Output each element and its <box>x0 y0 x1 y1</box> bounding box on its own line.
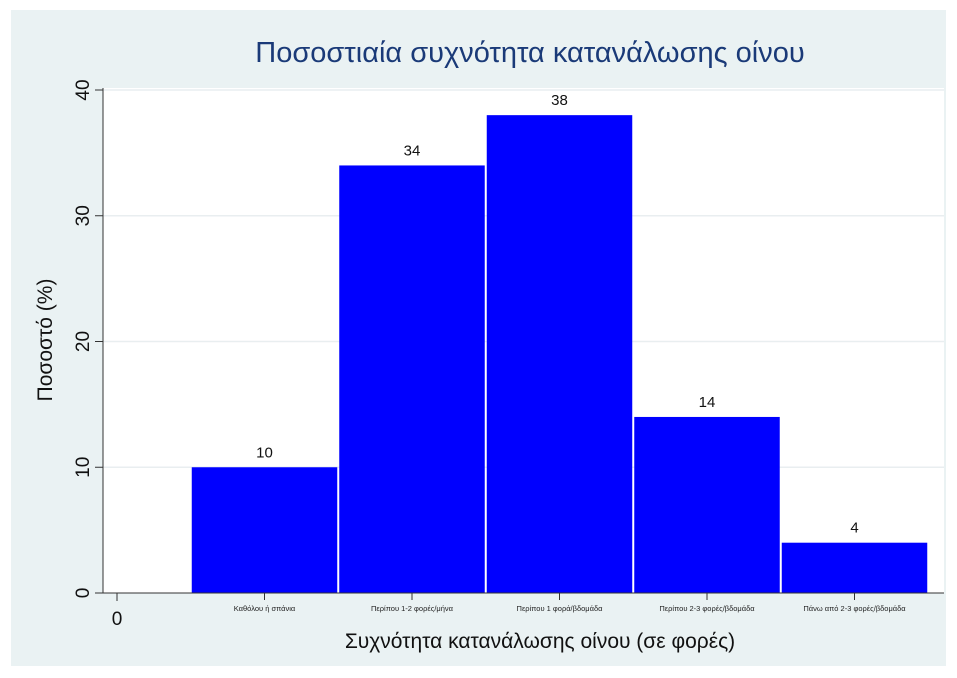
y-ticks: 0 10 20 30 40 <box>73 79 103 598</box>
x-tick-label: Πάνω από 2-3 φορές/βδομάδα <box>803 604 906 613</box>
bar-value-label: 10 <box>256 444 273 461</box>
y-tick-label: 20 <box>73 331 94 352</box>
bar <box>191 467 338 593</box>
bar <box>486 115 633 594</box>
bar-value-label: 38 <box>551 92 568 109</box>
y-axis-label: Ποσοστό (%) <box>34 279 57 402</box>
x-tick-label: Περίπου 1 φορά/βδομάδα <box>517 604 604 613</box>
x-ticks: Καθόλου ή σπάνια Περίπου 1-2 φορές/μήνα Πε… <box>112 593 906 630</box>
bar-value-label: 34 <box>404 142 421 159</box>
y-tick-label: 0 <box>73 588 94 599</box>
x-tick-label-origin: 0 <box>112 609 123 630</box>
y-tick-label: 30 <box>73 205 94 226</box>
bar <box>634 416 780 593</box>
chart-title: Ποσοστιαία συχνότητα κατανάλωσης οίνου <box>255 37 804 69</box>
y-tick-label: 10 <box>73 457 94 478</box>
bar-value-label: 4 <box>850 520 858 537</box>
x-tick-label: Περίπου 2-3 φορές/βδομάδα <box>659 604 755 613</box>
x-tick-label: Καθόλου ή σπάνια <box>234 604 296 613</box>
bar <box>339 165 485 593</box>
x-tick-label: Περίπου 1-2 φορές/μήνα <box>371 604 454 613</box>
bars <box>191 115 928 594</box>
x-axis-label: Συχνότητα κατανάλωσης οίνου (σε φορές) <box>345 630 735 653</box>
bar <box>781 542 928 593</box>
y-tick-label: 40 <box>73 79 94 100</box>
value-labels: 10 34 38 14 4 <box>256 92 859 537</box>
bar-value-label: 14 <box>699 394 716 411</box>
